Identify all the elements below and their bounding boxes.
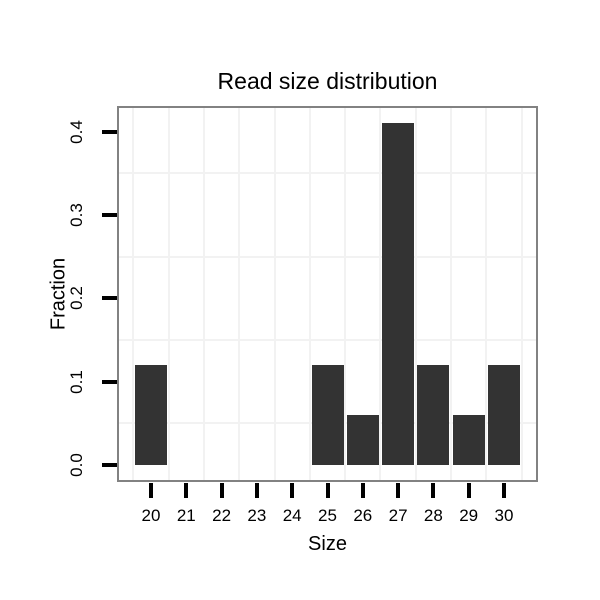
minor-gridline-vertical (520, 108, 523, 480)
x-axis-tick (219, 483, 224, 498)
x-tick-label: 26 (353, 506, 373, 525)
y-tick-label: 0.1 (67, 369, 86, 394)
x-tick-label: 29 (459, 506, 479, 525)
bar-size-26 (346, 415, 379, 465)
y-tick-label: 0.3 (67, 203, 86, 227)
minor-gridline-horizontal (119, 172, 536, 175)
bar-size-30 (488, 365, 520, 465)
minor-gridline-horizontal (119, 339, 536, 342)
y-axis-tick (102, 129, 117, 134)
y-axis-tick (102, 296, 117, 301)
y-axis-label: Fraction (47, 257, 70, 331)
x-tick-label: 24 (282, 506, 302, 525)
minor-gridline-vertical (308, 108, 311, 480)
x-tick-label: 23 (247, 506, 267, 525)
x-axis-tick (360, 483, 365, 498)
x-axis-tick (466, 483, 471, 498)
minor-gridline-horizontal (119, 255, 536, 258)
x-axis-tick (502, 483, 506, 498)
minor-gridline-vertical (273, 108, 276, 480)
x-axis-tick (325, 483, 330, 498)
x-axis-tick (254, 483, 259, 498)
minor-gridline-vertical (485, 108, 488, 480)
bar-size-28 (417, 365, 450, 465)
x-tick-label: 20 (141, 506, 161, 525)
x-axis-label: Size (308, 533, 347, 555)
x-tick-label: 25 (318, 506, 337, 525)
bar-size-20 (135, 365, 167, 465)
y-tick-label: 0.4 (67, 119, 86, 144)
minor-gridline-vertical (344, 108, 347, 480)
chart-title: Read size distribution (217, 68, 438, 94)
y-axis-tick (102, 379, 117, 384)
x-tick-label: 30 (494, 506, 514, 525)
y-axis-tick (102, 213, 117, 218)
y-axis-tick (102, 463, 117, 467)
x-tick-label: 27 (388, 506, 408, 525)
x-axis-tick (396, 483, 401, 498)
x-axis-tick (184, 483, 189, 498)
minor-gridline-vertical (132, 108, 135, 480)
x-axis-tick (149, 483, 153, 498)
minor-gridline-vertical (167, 108, 170, 480)
x-axis-tick (431, 483, 436, 498)
x-axis-tick (290, 483, 295, 498)
bar-size-29 (452, 415, 485, 465)
minor-gridline-vertical (450, 108, 453, 480)
y-tick-label: 0.0 (67, 453, 86, 477)
minor-gridline-vertical (238, 108, 241, 480)
x-tick-label: 21 (176, 506, 196, 525)
minor-gridline-vertical (202, 108, 205, 480)
bar-size-27 (382, 123, 415, 465)
minor-gridline-vertical (379, 108, 382, 480)
bar-size-25 (311, 365, 344, 465)
minor-gridline-vertical (414, 108, 417, 480)
x-tick-label: 22 (212, 506, 232, 525)
x-tick-label: 28 (423, 506, 443, 525)
plot-panel (117, 106, 538, 482)
